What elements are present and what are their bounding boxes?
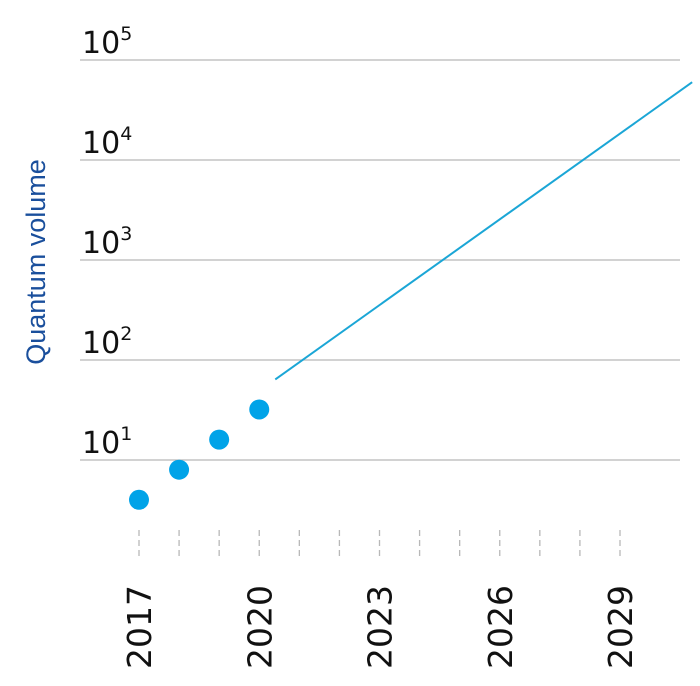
y-tick-exponent: 5 [120,23,132,45]
y-tick-exponent: 1 [120,423,132,445]
x-axis-tick-labels: 2017 2020 2023 2026 2029 [120,585,640,669]
trend-line [274,81,693,381]
y-tick-exponent: 2 [120,323,132,345]
y-tick-label: 101 [82,423,132,461]
y-tick-exponent: 4 [120,123,132,145]
x-tick-label: 2026 [481,585,520,669]
y-tick-base: 10 [82,126,120,161]
y-tick-base: 10 [82,26,120,61]
data-series [129,81,693,510]
x-tick-label: 2017 [120,585,159,669]
data-point [169,459,190,480]
y-tick-label: 104 [82,123,132,161]
y-tick-exponent: 3 [120,223,132,245]
y-tick-label: 105 [82,23,132,61]
y-axis-label: Quantum volume [21,159,51,365]
x-tick-label: 2020 [240,585,279,669]
y-tick-label: 103 [82,223,132,261]
data-point [209,429,230,450]
x-axis-ticks [138,530,621,558]
data-point [129,489,149,510]
y-tick-base: 10 [82,226,120,261]
x-tick-label: 2023 [361,585,400,669]
grid-lines [80,59,680,461]
y-tick-base: 10 [82,426,120,461]
y-tick-base: 10 [82,326,120,361]
x-tick-label: 2029 [601,585,640,669]
data-point [249,399,270,420]
y-tick-label: 102 [82,323,132,361]
